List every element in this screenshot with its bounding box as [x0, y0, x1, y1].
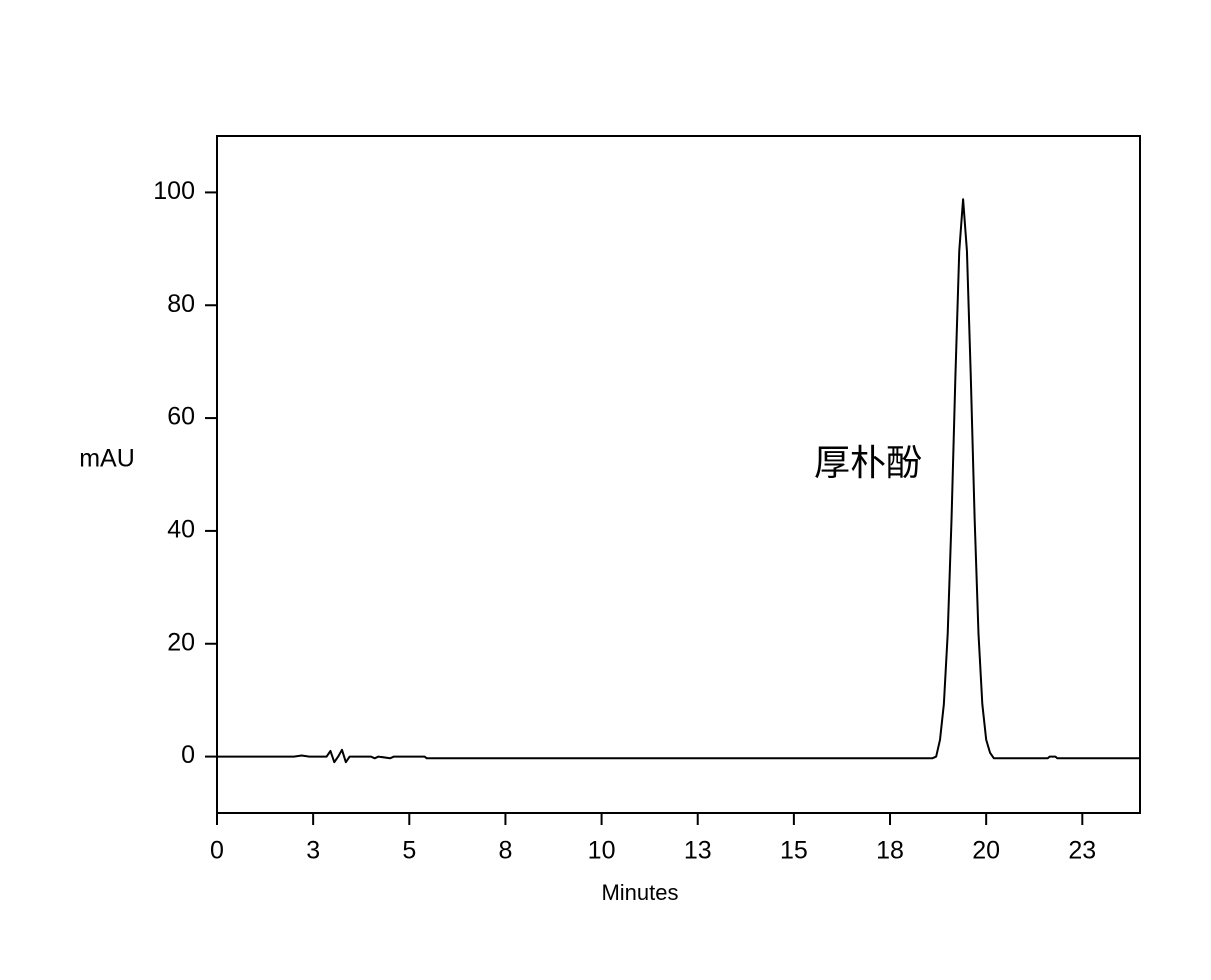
x-tick-label: 18 [876, 837, 904, 865]
x-tick-label: 5 [402, 837, 416, 865]
y-tick-label: 20 [167, 628, 195, 656]
x-tick-label: 13 [684, 837, 712, 865]
chromatogram-line [217, 198, 1140, 764]
y-axis-label: mAU [79, 445, 135, 473]
x-tick-label: 23 [1068, 837, 1096, 865]
plot-frame [216, 135, 1141, 814]
x-tick-label: 3 [306, 837, 320, 865]
x-tick-label: 0 [210, 837, 224, 865]
peak-annotation: 厚朴酚 [814, 443, 922, 484]
x-tick-label: 15 [780, 837, 808, 865]
y-tick-label: 100 [153, 177, 195, 205]
y-tick-label: 60 [167, 403, 195, 431]
x-axis-label: Minutes [601, 880, 678, 905]
x-tick-label: 20 [972, 837, 1000, 865]
x-tick-label: 8 [498, 837, 512, 865]
y-tick-label: 80 [167, 290, 195, 318]
y-tick-label: 0 [181, 741, 195, 769]
x-tick-label: 10 [588, 837, 616, 865]
y-tick-label: 40 [167, 516, 195, 544]
